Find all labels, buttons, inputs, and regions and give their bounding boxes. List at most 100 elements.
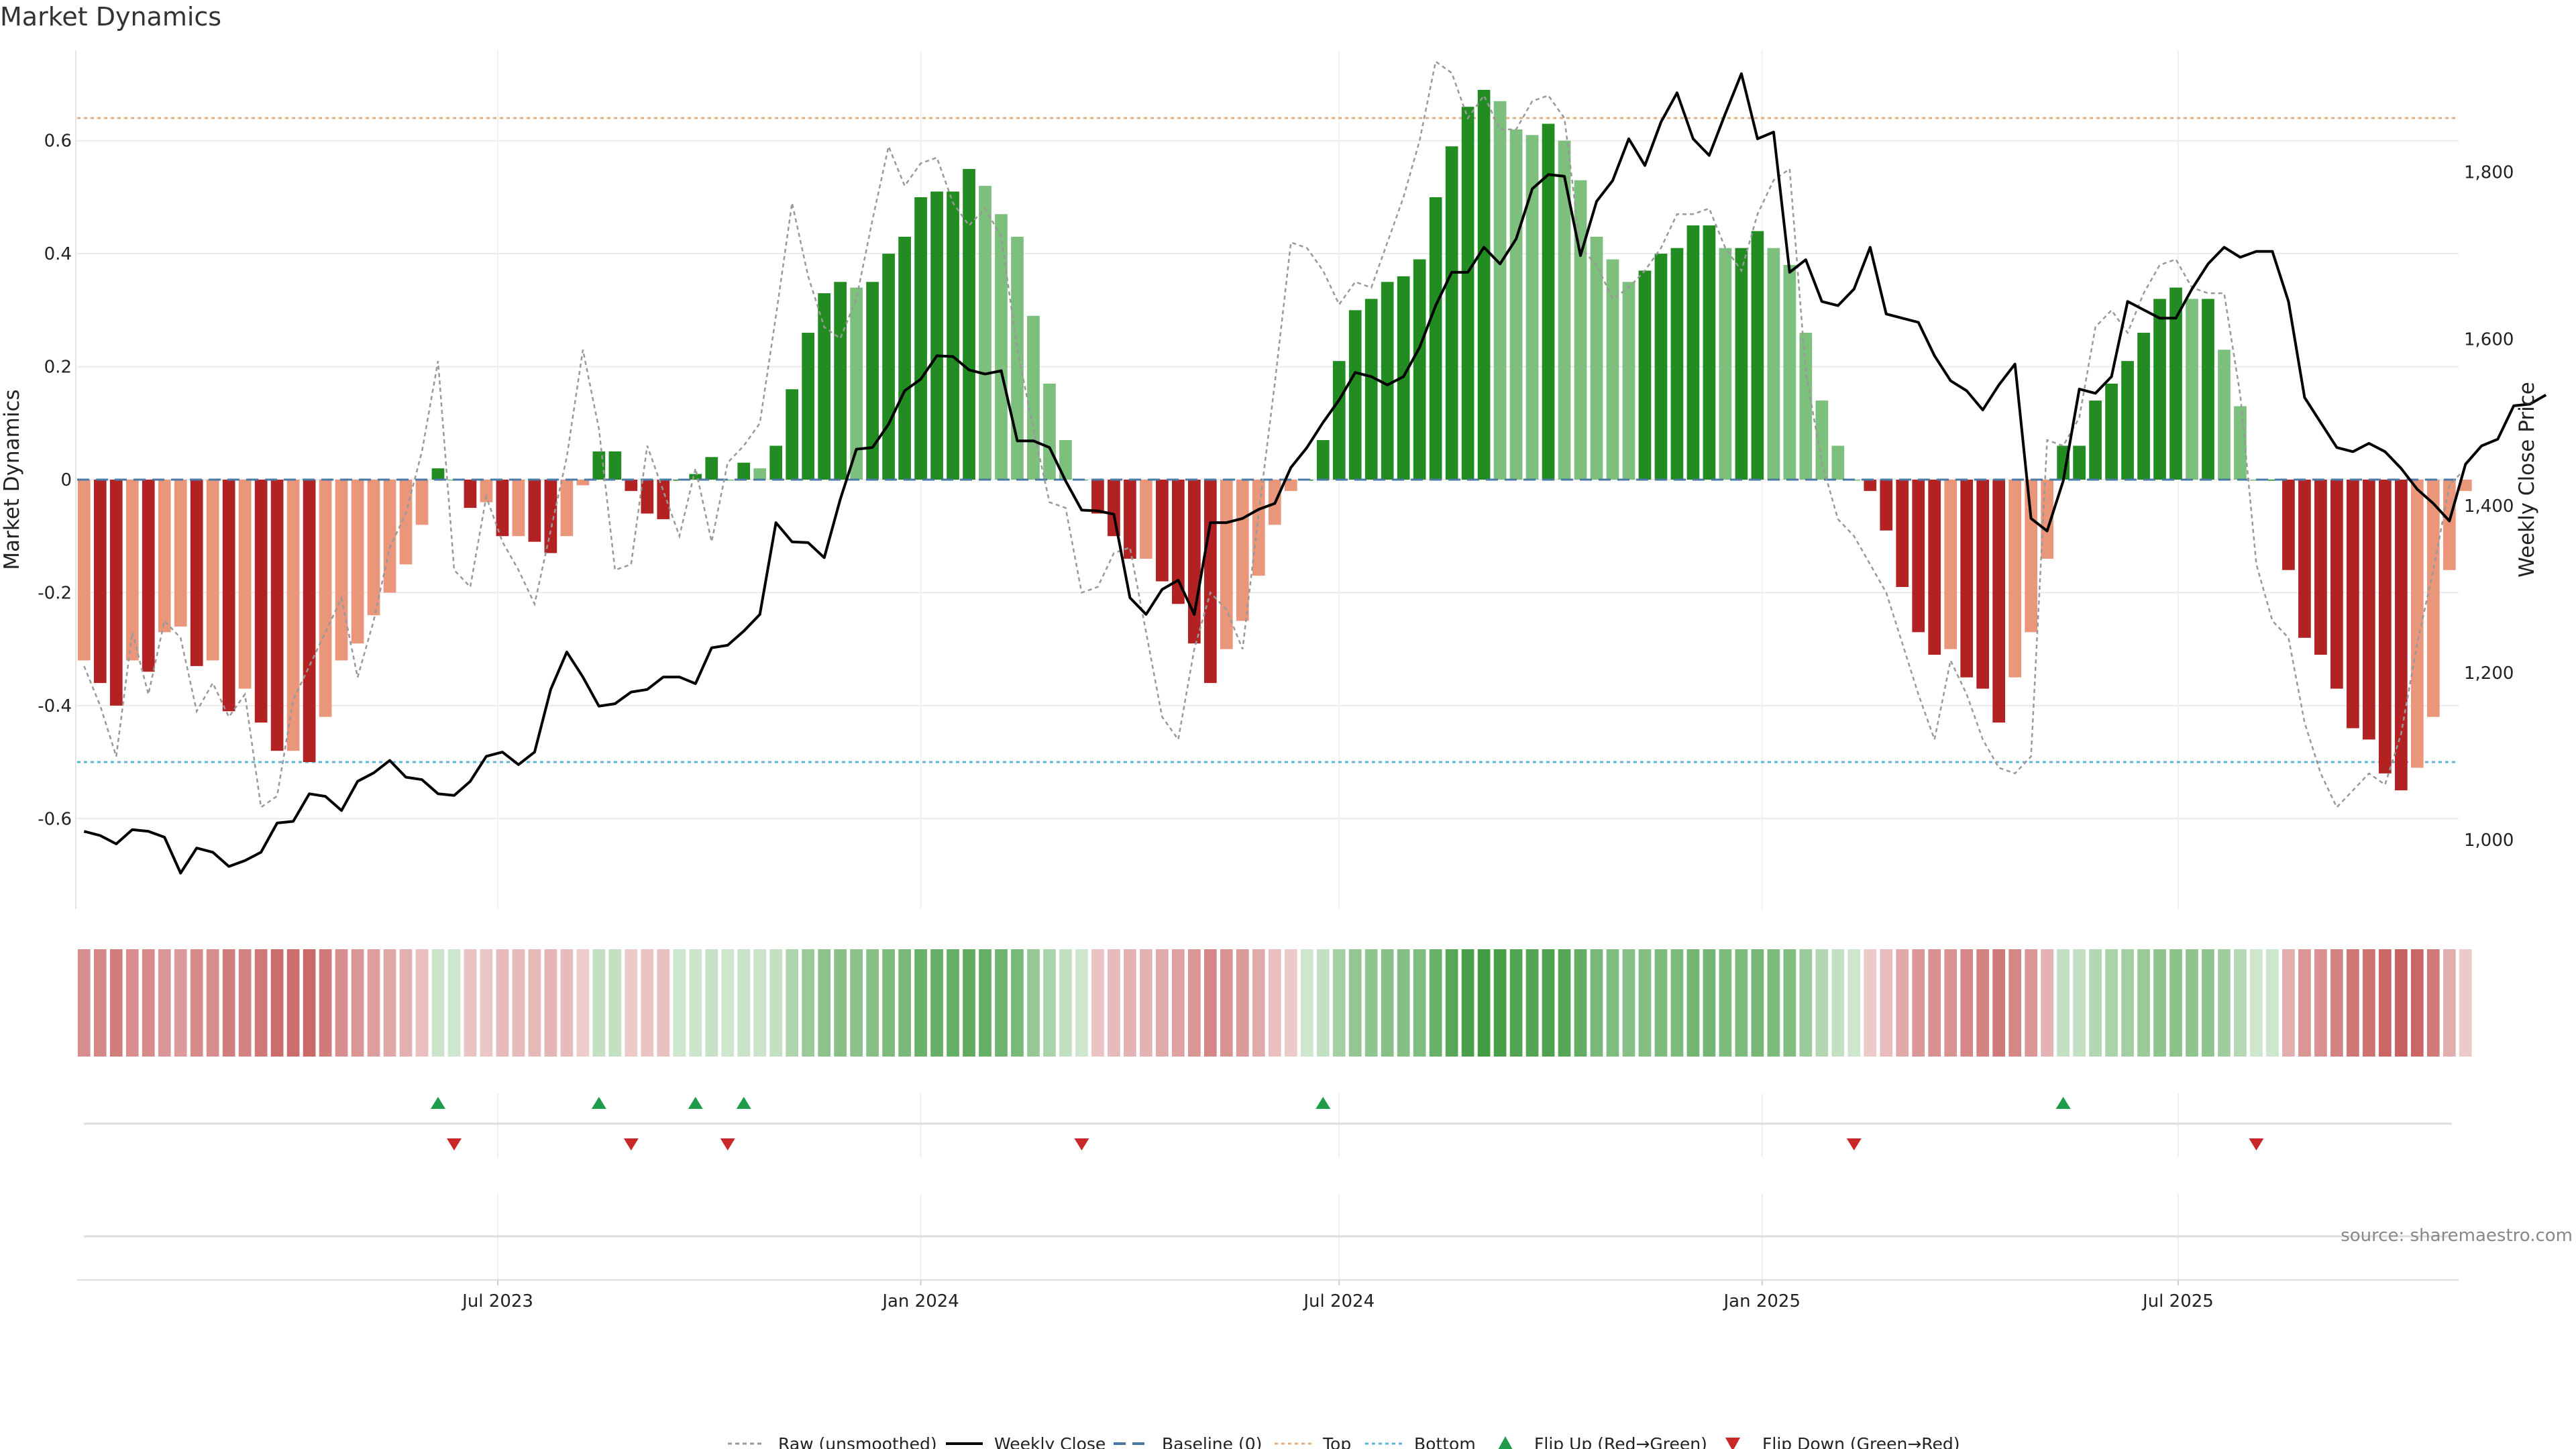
legend-top-label: Top <box>1322 1434 1351 1449</box>
dynamics-bar <box>2105 383 2118 480</box>
y-tick-label-left: 0 <box>60 470 72 490</box>
heat-strip-cell <box>1525 949 1539 1057</box>
dynamics-bar <box>1364 299 1378 480</box>
dynamics-bar <box>2443 480 2456 570</box>
heat-strip-cell <box>206 949 219 1057</box>
dynamics-bar <box>1140 480 1152 559</box>
legend-bottom-label: Bottom <box>1414 1434 1476 1449</box>
heat-strip-cell <box>383 949 396 1057</box>
dynamics-bar <box>1124 480 1136 559</box>
dynamics-bar <box>737 462 751 480</box>
dynamics-bar <box>1348 310 1362 480</box>
dynamics-bar <box>995 214 1008 480</box>
dynamics-bar <box>1638 270 1652 480</box>
dynamics-bar <box>431 468 445 480</box>
heat-strip-cell <box>415 949 429 1057</box>
dynamics-bar <box>1719 248 1732 480</box>
heat-strip-cell <box>625 949 638 1057</box>
heat-strip-cell <box>1300 949 1313 1057</box>
dynamics-bar <box>1043 383 1056 480</box>
heat-strip-cell <box>1140 949 1152 1057</box>
heat-strip-cell <box>1847 949 1861 1057</box>
heat-strip-cell <box>2025 949 2037 1057</box>
heat-strip-cell <box>2394 949 2408 1057</box>
y-tick-label-right: 1,000 <box>2464 830 2514 851</box>
dynamics-bar <box>979 186 991 480</box>
heat-strip-cell <box>2186 949 2198 1057</box>
dynamics-bar <box>1799 333 1813 480</box>
heat-strip-cell <box>1670 949 1684 1057</box>
dynamics-bar <box>1445 146 1458 480</box>
heat-strip-cell <box>834 949 847 1057</box>
heat-strip-cell <box>1928 949 1941 1057</box>
heat-strip-cell <box>2008 949 2022 1057</box>
heat-strip-cell <box>1960 949 1974 1057</box>
heat-strip-cell <box>1831 949 1845 1057</box>
legend-raw-label: Raw (unsmoothed) <box>778 1434 937 1449</box>
heat-strip-cell <box>1445 949 1458 1057</box>
dynamics-bar <box>2153 299 2166 480</box>
dynamics-bar <box>367 480 380 616</box>
heat-strip-cell <box>1735 949 1748 1057</box>
dynamics-bar <box>2121 361 2134 480</box>
heat-strip-cell <box>480 949 493 1057</box>
dynamics-bar <box>1670 248 1684 480</box>
heat-strip-cell <box>576 949 590 1057</box>
heat-strip-cell <box>1944 949 1957 1057</box>
heat-strip-cell <box>286 949 300 1057</box>
heat-strip-cell <box>1606 949 1619 1057</box>
dynamics-bar <box>512 480 525 537</box>
flip-down-marker <box>720 1138 735 1150</box>
dynamics-bar <box>1912 480 1925 633</box>
heat-strip-cell <box>1880 949 1893 1057</box>
heat-strip-cell <box>930 949 943 1057</box>
dynamics-bar <box>2137 333 2150 480</box>
dynamics-bar <box>1156 480 1169 582</box>
dynamics-bar <box>2025 480 2037 633</box>
flip-down-marker <box>1846 1138 1862 1150</box>
dynamics-bar <box>2378 480 2392 773</box>
heat-strip-cell <box>1108 949 1120 1057</box>
dynamics-bar <box>1525 135 1539 480</box>
dynamics-bar <box>1252 480 1265 576</box>
heat-strip-cell <box>1493 949 1507 1057</box>
flip-up-marker <box>736 1097 751 1109</box>
dynamics-bar <box>2169 287 2182 480</box>
heat-strip-cell <box>2073 949 2086 1057</box>
flip-markers-panel <box>84 1093 2452 1157</box>
dynamics-bar <box>351 480 364 644</box>
heat-strip-cell <box>786 949 799 1057</box>
dynamics-bar <box>2234 406 2247 480</box>
heat-strip-cell <box>1574 949 1587 1057</box>
dynamics-bar <box>882 254 895 480</box>
heat-strip-cell <box>2234 949 2247 1057</box>
dynamics-bar <box>1976 480 1990 689</box>
dynamics-bar <box>109 480 123 706</box>
dynamics-bar <box>399 480 413 565</box>
dynamics-bar <box>158 480 171 633</box>
heat-strip-cell <box>1332 949 1346 1057</box>
dynamics-bar <box>1896 480 1909 587</box>
dynamics-bar <box>1654 254 1668 480</box>
dynamics-bar <box>2057 445 2070 480</box>
dynamics-bars <box>77 89 2472 791</box>
dynamics-bar <box>625 480 638 491</box>
dynamics-bar <box>2186 299 2198 480</box>
heat-strip-cell <box>2298 949 2311 1057</box>
heat-strip-cell <box>431 949 445 1057</box>
heat-strip-cell <box>1558 949 1571 1057</box>
heat-strip-cell <box>1413 949 1426 1057</box>
dynamics-bar <box>1590 236 1603 480</box>
heat-strip-cell <box>2426 949 2440 1057</box>
heat-strip-cell <box>335 949 348 1057</box>
dynamics-bar <box>560 480 574 537</box>
heat-strip-cell <box>1397 949 1410 1057</box>
dynamics-bar <box>77 480 91 661</box>
y-tick-label-right: 1,800 <box>2464 163 2514 183</box>
dynamics-bar <box>769 445 783 480</box>
source-note: source: sharemaestro.com <box>2341 1226 2573 1246</box>
dynamics-bar <box>2089 400 2102 480</box>
heat-strip-cell <box>125 949 139 1057</box>
dynamics-bar <box>1686 225 1700 480</box>
